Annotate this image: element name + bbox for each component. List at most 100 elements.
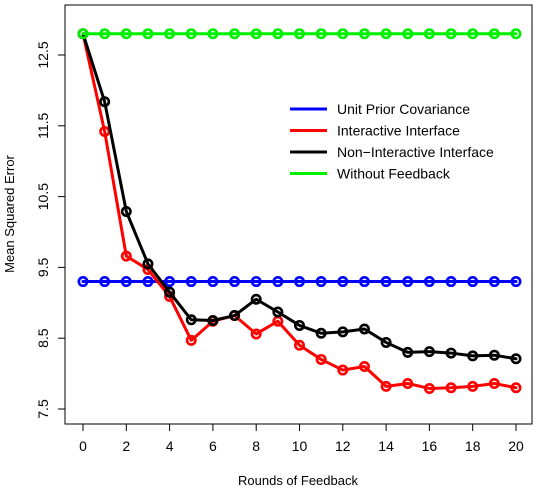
data-point [272, 306, 284, 318]
data-point [293, 339, 305, 351]
data-point [164, 276, 176, 288]
x-tick-label: 12 [335, 438, 351, 454]
data-point [402, 276, 414, 288]
data-point [380, 276, 392, 288]
x-tick-label: 10 [292, 438, 308, 454]
data-point [293, 319, 305, 331]
data-point [142, 28, 154, 40]
y-tick-label: 8.5 [35, 328, 51, 348]
data-point [315, 28, 327, 40]
x-tick-label: 0 [79, 438, 87, 454]
y-axis-title: Mean Squared Error [2, 154, 17, 272]
data-point [293, 276, 305, 288]
data-point [488, 349, 500, 361]
x-tick-label: 8 [252, 438, 260, 454]
data-point [99, 28, 111, 40]
data-point [272, 28, 284, 40]
x-tick-label: 4 [166, 438, 174, 454]
data-point [120, 205, 132, 217]
data-point [510, 353, 522, 365]
data-point [250, 28, 262, 40]
y-tick-label: 11.5 [35, 112, 51, 138]
x-tick-label: 16 [422, 438, 438, 454]
data-point [467, 350, 479, 362]
data-point [510, 276, 522, 288]
data-point [250, 293, 262, 305]
data-point [77, 28, 89, 40]
data-point [488, 276, 500, 288]
data-point [99, 96, 111, 108]
data-point [185, 314, 197, 326]
data-point [510, 382, 522, 394]
data-point [510, 28, 522, 40]
plot-area-frame [64, 4, 533, 425]
data-point [423, 382, 435, 394]
x-tick-label: 2 [122, 438, 130, 454]
data-point [488, 378, 500, 390]
y-tick-label: 7.5 [35, 399, 51, 419]
data-point [445, 28, 457, 40]
series-unit-prior-covariance [77, 276, 522, 288]
data-point [207, 314, 219, 326]
legend-label: Without Feedback [337, 166, 451, 182]
data-point [229, 28, 241, 40]
data-point [337, 276, 349, 288]
data-point [142, 276, 154, 288]
data-point [315, 276, 327, 288]
x-tick-label: 18 [465, 438, 481, 454]
series-non-interactive-interface [77, 28, 522, 365]
data-point [423, 276, 435, 288]
data-point [337, 326, 349, 338]
x-tick-label: 6 [209, 438, 217, 454]
data-point [120, 28, 132, 40]
legend-label: Non−Interactive Interface [337, 144, 494, 160]
data-point [142, 258, 154, 270]
x-tick-label: 20 [508, 438, 524, 454]
data-point [358, 323, 370, 335]
x-axis: 0 2 4 6 8 10 12 14 16 18 20 [79, 424, 524, 454]
data-point [229, 310, 241, 322]
legend-label: Interactive Interface [337, 123, 460, 139]
data-point [402, 346, 414, 358]
data-point [120, 276, 132, 288]
x-tick-label: 14 [378, 438, 394, 454]
data-point [120, 250, 132, 262]
data-point [229, 276, 241, 288]
y-tick-label: 12.5 [35, 41, 51, 68]
legend-item: Unit Prior Covariance [290, 101, 470, 117]
data-point [445, 382, 457, 394]
data-point [337, 28, 349, 40]
data-point [380, 380, 392, 392]
data-point [467, 28, 479, 40]
data-point [467, 380, 479, 392]
data-point [337, 364, 349, 376]
data-point [185, 28, 197, 40]
data-point [315, 327, 327, 339]
legend-item: Without Feedback [290, 166, 451, 182]
data-point [99, 276, 111, 288]
data-point [423, 28, 435, 40]
series-layer [77, 28, 522, 394]
data-point [488, 28, 500, 40]
legend: Unit Prior Covariance Interactive Interfa… [290, 101, 494, 182]
data-point [185, 334, 197, 346]
data-point [380, 336, 392, 348]
data-point [358, 361, 370, 373]
data-point [358, 28, 370, 40]
data-point [250, 328, 262, 340]
legend-item: Interactive Interface [290, 123, 460, 139]
data-point [402, 28, 414, 40]
data-point [164, 28, 176, 40]
y-tick-label: 10.5 [35, 183, 51, 210]
data-point [315, 353, 327, 365]
data-point [185, 276, 197, 288]
y-axis: 7.5 8.5 9.5 10.5 11.5 12.5 [35, 41, 65, 419]
data-point [293, 28, 305, 40]
data-point [467, 276, 479, 288]
data-point [272, 276, 284, 288]
data-point [423, 346, 435, 358]
data-point [445, 347, 457, 359]
series-line [81, 32, 518, 390]
data-point [99, 125, 111, 137]
